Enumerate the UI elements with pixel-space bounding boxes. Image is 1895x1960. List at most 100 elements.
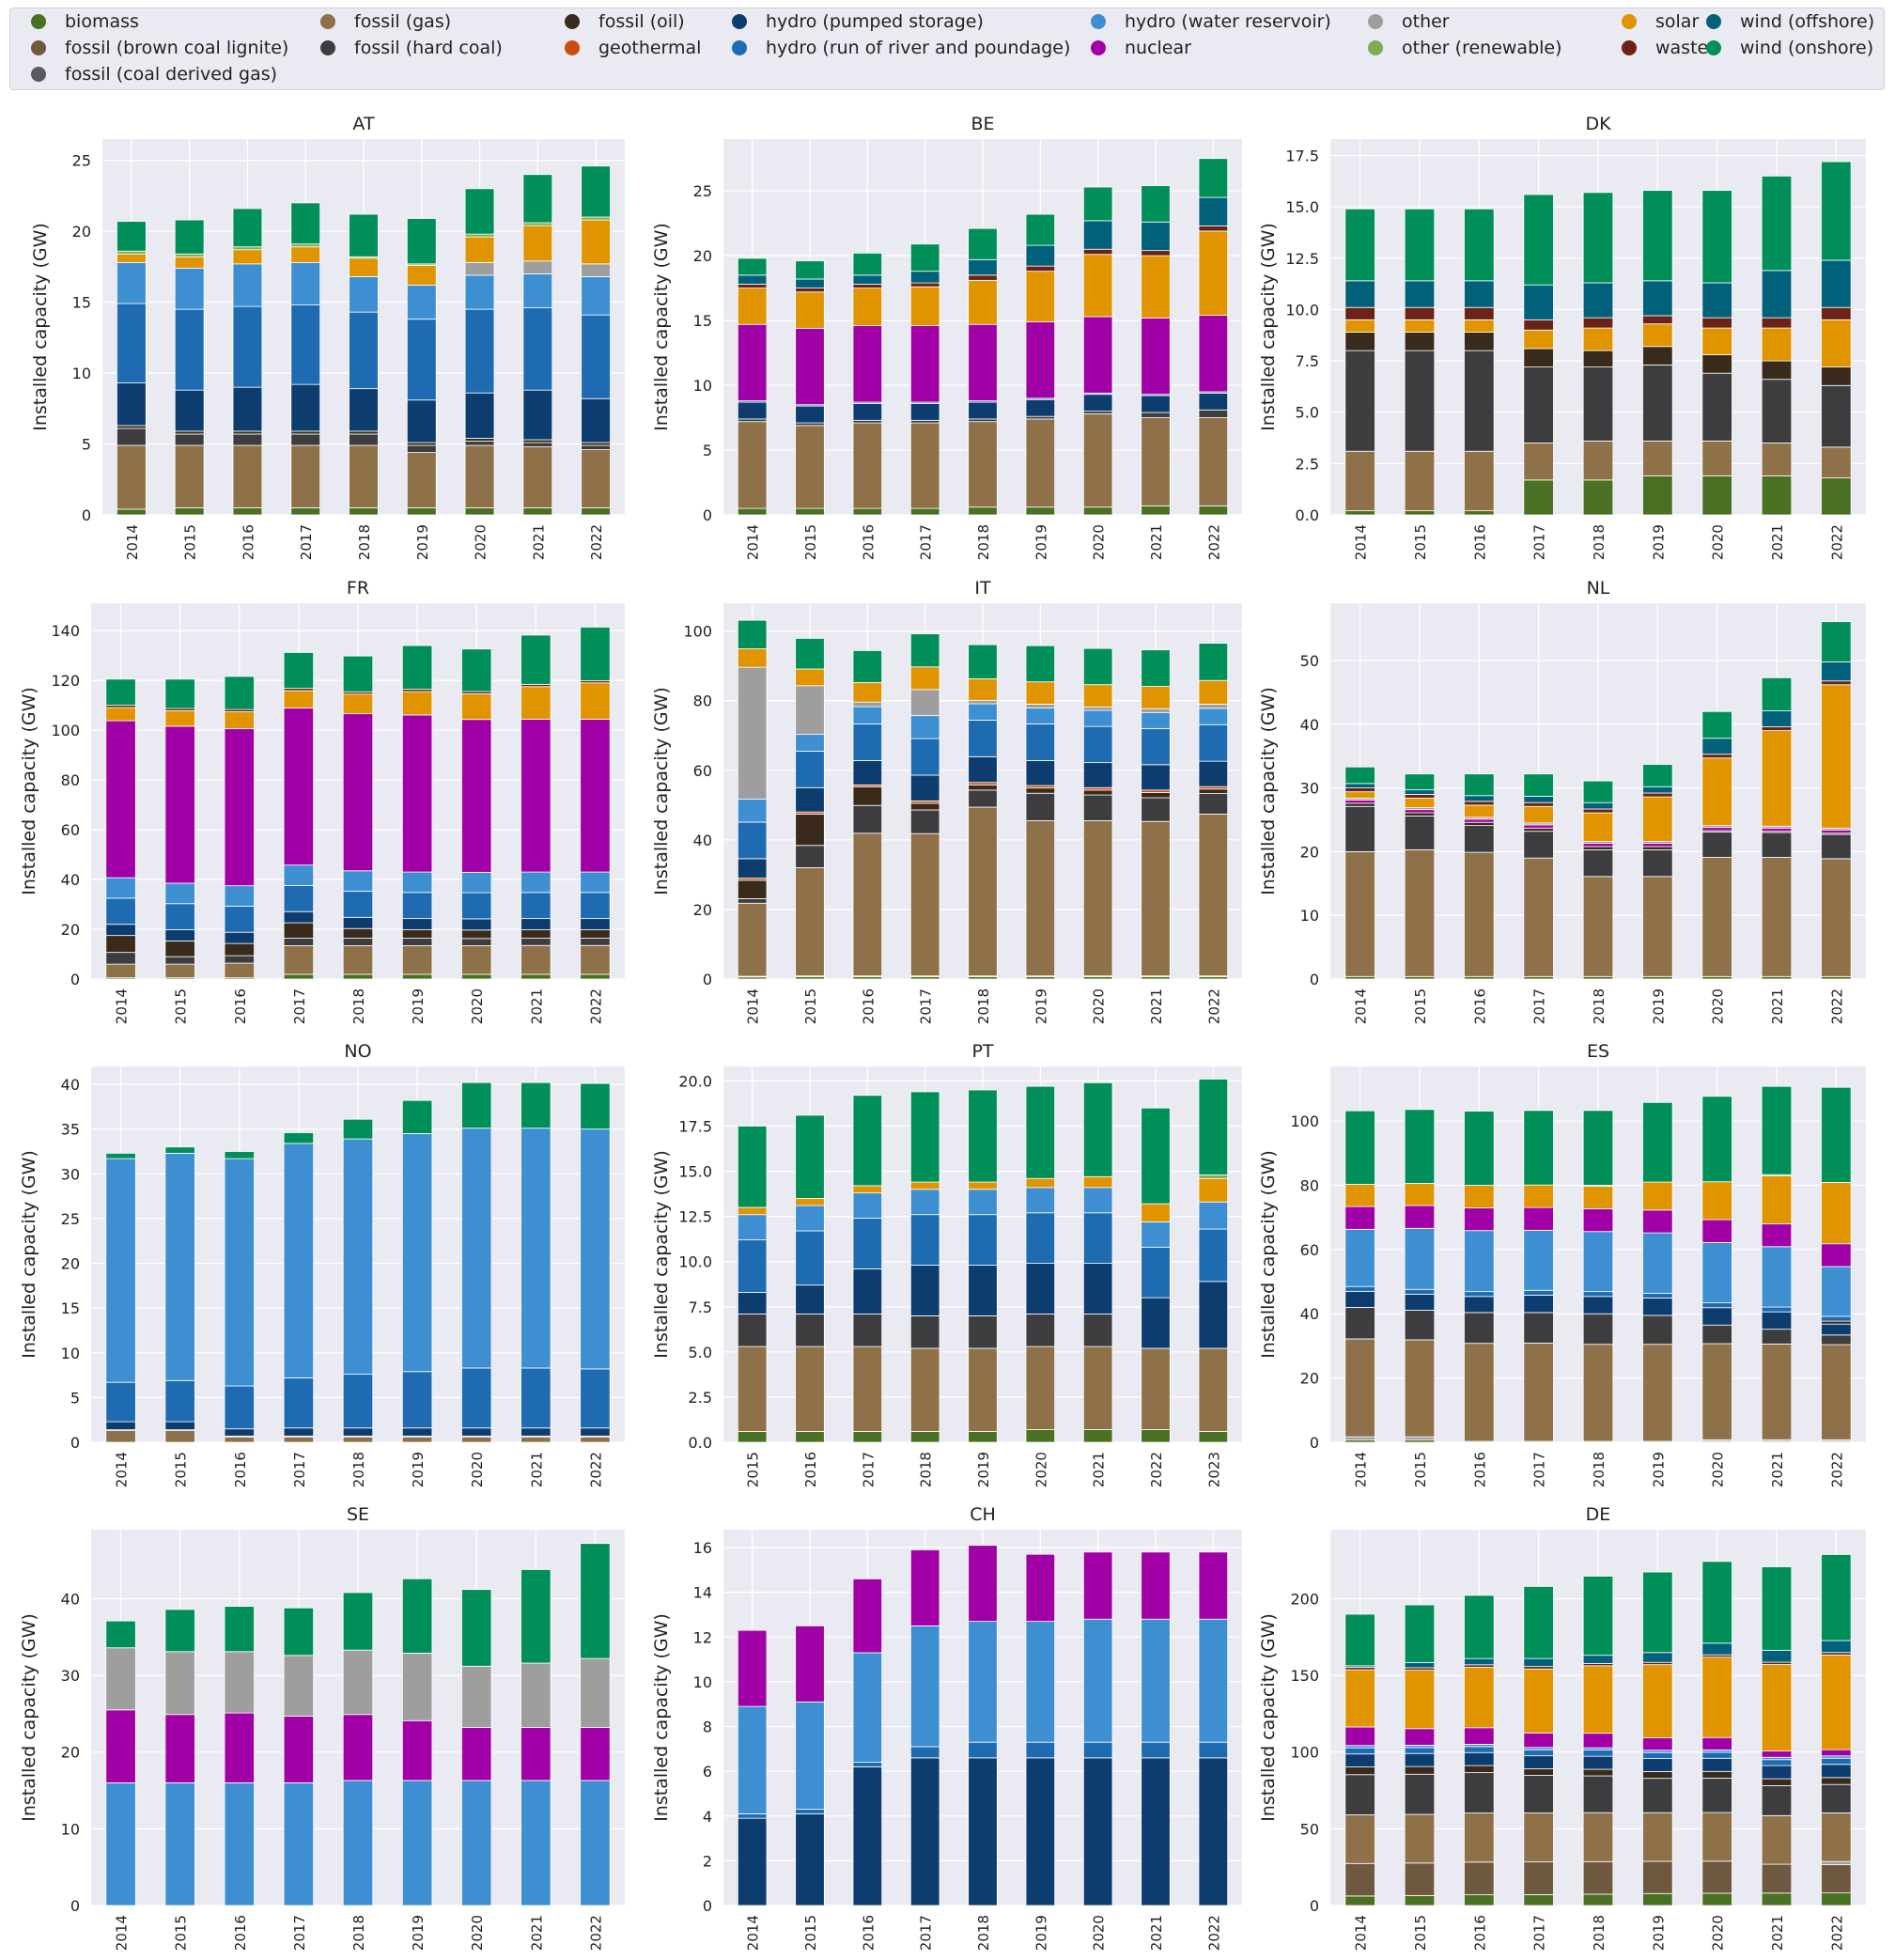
chart-panel-it: 0 20 40 60 80 100 2014 2015 2016 2017 2018 2019 2020…: [651, 578, 1242, 1024]
y-tick-label: 4: [703, 1808, 712, 1826]
bar-segment-oil: [1701, 1770, 1732, 1779]
y-tick-label: 20: [72, 223, 91, 241]
x-tick-label: 2023: [1205, 1452, 1222, 1487]
y-tick-label: 10: [1300, 907, 1319, 925]
bar-segment-biomass: [737, 507, 768, 516]
bar-segment-hard: [232, 433, 263, 446]
bar-segment-reservoir: [1642, 1232, 1673, 1294]
bar-segment-other: [795, 685, 825, 736]
bar-segment-onshore: [1701, 190, 1732, 284]
bar-segment-oil: [1082, 789, 1113, 796]
bar-segment-hard: [349, 433, 379, 446]
bar-segment-reservoir: [105, 1781, 136, 1906]
bar-segment-solar: [1821, 319, 1852, 368]
bar-segment-solar: [1761, 730, 1793, 827]
bar-segment-gas: [795, 1346, 825, 1432]
y-tick-label: 12.5: [678, 1208, 712, 1226]
bar-segment-reservoir: [1082, 1618, 1113, 1743]
x-tick-label: 2020: [1091, 1915, 1108, 1951]
bar-segment-onshore: [795, 638, 825, 670]
bar-segment-hard: [105, 952, 136, 965]
bar-segment-onshore: [737, 257, 768, 276]
bar-segment-pumped: [852, 402, 883, 421]
y-tick-label: 40: [61, 1590, 80, 1608]
bar-segment-pumped: [1141, 1757, 1171, 1906]
x-tick-label: 2015: [1412, 988, 1429, 1024]
legend-label: other: [1402, 11, 1450, 32]
y-tick-label: 12.5: [1285, 250, 1319, 268]
x-tick-label: 2022: [1828, 524, 1845, 560]
x-tick-label: 2017: [918, 524, 935, 560]
y-tick-label: 10.0: [678, 1253, 712, 1271]
bar-segment-waste: [1642, 792, 1673, 798]
bar-segment-gas: [522, 446, 553, 508]
bar-segment-solar: [1344, 791, 1375, 799]
bar-segment-offshore: [1404, 280, 1436, 308]
bar-segment-onshore: [1761, 677, 1793, 711]
x-tick-label: 2021: [1148, 988, 1165, 1024]
bar-segment-onshore: [580, 1082, 611, 1130]
bar-segment-hard: [1404, 816, 1436, 850]
y-tick-label: 40: [61, 871, 80, 889]
bar-segment-onshore: [1404, 1109, 1436, 1184]
bar-segment-nuclear: [795, 327, 825, 406]
bar-segment-hard: [224, 955, 255, 964]
bar-segment-hard: [1523, 831, 1554, 859]
bar-segment-oil: [520, 929, 551, 939]
bar-segment-onshore: [401, 645, 433, 691]
legend-swatch: [1622, 40, 1637, 55]
bar-segment-reservoir: [1025, 1187, 1056, 1214]
bar-segment-reservoir: [1082, 709, 1113, 727]
bar-segment-nuclear: [1761, 1223, 1793, 1248]
bar-segment-pumped: [968, 401, 998, 420]
bar-segment-onshore: [1025, 213, 1056, 246]
y-tick-label: 20: [693, 901, 712, 919]
bar-segment-oil: [1344, 802, 1375, 807]
bar-segment-reservoir: [1582, 1231, 1614, 1293]
bar-segment-solar: [1141, 255, 1171, 319]
bar-segment-onshore: [461, 1081, 492, 1129]
y-tick-label: 15.0: [1285, 198, 1319, 216]
bar-segment-pumped: [349, 388, 379, 432]
x-tick-label: 2019: [1650, 524, 1667, 560]
x-tick-label: 2019: [1650, 1915, 1667, 1951]
bar-segment-solar: [1582, 1665, 1614, 1734]
bar-segment-solar: [1761, 1664, 1793, 1751]
x-tick-label: 2015: [802, 988, 819, 1024]
bar-segment-brown: [1464, 1861, 1495, 1895]
bar-segment-solar: [1025, 271, 1056, 322]
legend-item-otherren: other (renewable): [1368, 38, 1562, 58]
bar-segment-reservoir: [1821, 1266, 1852, 1317]
bar-segment-gas: [968, 806, 998, 977]
bar-segment-biomass: [909, 507, 940, 516]
bar-segment-ror: [464, 308, 495, 394]
bar-segment-biomass: [401, 973, 433, 980]
bar-segment-offshore: [1761, 1649, 1793, 1663]
bar-segment-hard: [1464, 1772, 1495, 1813]
bar-segment-reservoir: [1701, 1241, 1732, 1304]
bar-segment-ror: [1404, 1288, 1436, 1295]
bar-segment-onshore: [737, 619, 768, 649]
bar-segment-onshore: [461, 1589, 492, 1667]
bar-segment-nuclear: [520, 1727, 551, 1781]
bar-segment-biomass: [909, 1431, 940, 1443]
bar-segment-oil: [401, 929, 433, 939]
bar-segment-hard: [795, 1314, 825, 1347]
bar-segment-hard: [1821, 384, 1852, 448]
y-tick-label: 80: [1300, 1176, 1319, 1194]
y-tick-label: 25: [72, 152, 91, 170]
bar-segment-biomass: [580, 973, 611, 980]
bar-segment-solar: [105, 707, 136, 722]
y-tick-label: 40: [1300, 1305, 1319, 1323]
bar-segment-nuclear: [580, 1727, 611, 1781]
bar-segment-hard: [1025, 1314, 1056, 1347]
bar-segment-gas: [1821, 1344, 1852, 1440]
bar-segment-oil: [1701, 354, 1732, 374]
bar-segment-solar: [1082, 1175, 1113, 1189]
bar-segment-reservoir: [283, 1143, 315, 1378]
bar-segment-ror: [1464, 1746, 1495, 1753]
bar-segment-offshore: [1701, 738, 1732, 755]
bar-segment-biomass: [1344, 975, 1375, 980]
legend-item-pumped: hydro (pumped storage): [732, 11, 984, 32]
bar-segment-gas: [581, 449, 611, 508]
